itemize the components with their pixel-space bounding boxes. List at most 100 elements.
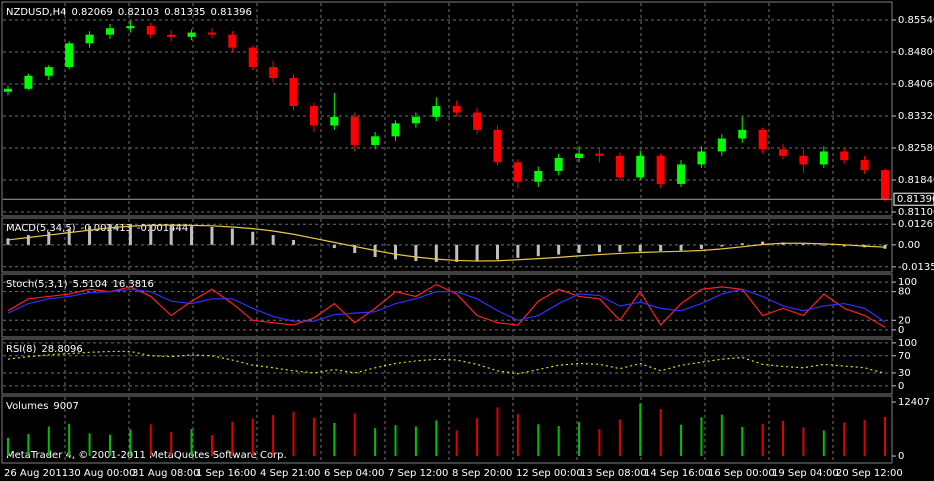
current-price-label: 0.81396 (897, 194, 934, 205)
y-tick-label: 0 (898, 381, 904, 392)
panel-frame (1, 395, 893, 464)
candle-body (269, 67, 278, 78)
readout-value: -0.001444 (137, 223, 188, 234)
candle-body (799, 155, 808, 165)
volume-bar (108, 434, 111, 457)
panel-frame (1, 1, 893, 217)
histogram-bar (394, 244, 398, 260)
volume-bar (292, 411, 295, 457)
volume-bar (231, 421, 234, 457)
candle-body (738, 129, 747, 139)
volume-bar (47, 426, 50, 457)
volume-bar (843, 422, 846, 457)
histogram-bar (842, 244, 846, 247)
volume-bar (394, 425, 397, 457)
panel-title: NZDUSD,H4 0.82069 0.82103 0.81335 0.81396 (6, 7, 252, 18)
volume-bar (7, 437, 9, 457)
readout-value: 0.81335 (164, 7, 205, 18)
volume-bar (190, 429, 193, 457)
title-text: NZDUSD,H4 (6, 7, 66, 18)
histogram-bar (801, 244, 805, 245)
y-tick-label: 100 (898, 338, 917, 349)
histogram-bar (475, 244, 479, 262)
volume-bar (374, 428, 377, 457)
readout-value: 5.5104 (72, 279, 107, 290)
histogram-bar (557, 244, 561, 255)
volume-bar (88, 433, 91, 457)
candle-body (779, 149, 788, 156)
volume-bar (782, 420, 785, 457)
histogram-bar (822, 244, 826, 246)
readout-value: 9007 (53, 401, 78, 412)
candle-body (24, 75, 33, 89)
time-label: 1 Sep 16:00 (196, 468, 256, 479)
candle-body (656, 155, 665, 184)
y-tick-label: 70 (898, 351, 911, 362)
volume-bar (659, 409, 662, 457)
time-label: 8 Sep 20:00 (452, 468, 512, 479)
histogram-bar (6, 238, 10, 245)
histogram-bar (699, 244, 703, 249)
candle-body (207, 32, 216, 35)
y-tick-label: 12407 (898, 397, 930, 408)
volume-bar (68, 423, 71, 457)
candle-body (44, 67, 53, 76)
volume-bar (251, 418, 254, 457)
current-price-box (893, 192, 934, 206)
histogram-bar (292, 239, 296, 245)
histogram-bar (271, 235, 275, 245)
candle-body (595, 153, 604, 156)
indicator-line (7, 283, 886, 328)
volume-bar (435, 420, 438, 457)
candle-body (575, 153, 584, 158)
candle-body (697, 151, 706, 165)
histogram-bar (108, 224, 112, 245)
y-tick-label: -0.01352 (898, 262, 934, 273)
volume-bar (598, 429, 601, 457)
histogram-bar (455, 244, 459, 262)
readout-value: 0.82103 (118, 7, 159, 18)
candle-body (717, 138, 726, 152)
indicator-line (7, 350, 886, 375)
y-tick-label: 0.00 (898, 240, 920, 251)
candle-body (309, 106, 318, 126)
title-text: RSI(8) (6, 344, 37, 355)
time-label: 16 Sep 00:00 (708, 468, 775, 479)
candle-body (350, 116, 359, 145)
volume-bar (312, 417, 315, 457)
histogram-bar (190, 226, 194, 245)
candle-body (146, 26, 155, 35)
y-tick-label: 30 (898, 368, 911, 379)
histogram-bar (230, 228, 234, 245)
candle-body (167, 34, 176, 37)
candle-body (289, 77, 298, 107)
indicator-line (7, 288, 886, 323)
volume-bar (680, 424, 683, 457)
readout-value: 16.3816 (112, 279, 153, 290)
candle-body (85, 34, 94, 44)
panel-frame (1, 273, 893, 338)
candle-body (615, 155, 624, 178)
candle-body (554, 157, 563, 171)
time-label: 13 Sep 08:00 (580, 468, 647, 479)
indicator-line (7, 224, 886, 262)
volume-bar (557, 426, 560, 457)
y-tick-label: 0 (898, 325, 904, 336)
title-text: Volumes (6, 401, 48, 412)
panel-title: Volumes 9007 (6, 401, 79, 412)
candle-body (819, 151, 828, 165)
y-tick-label: 100 (898, 277, 917, 288)
candle-body (493, 129, 502, 163)
panel-title: RSI(8) 28.8096 (6, 344, 83, 355)
histogram-bar (679, 244, 683, 251)
volume-bar (170, 432, 173, 457)
candle-body (452, 106, 461, 113)
